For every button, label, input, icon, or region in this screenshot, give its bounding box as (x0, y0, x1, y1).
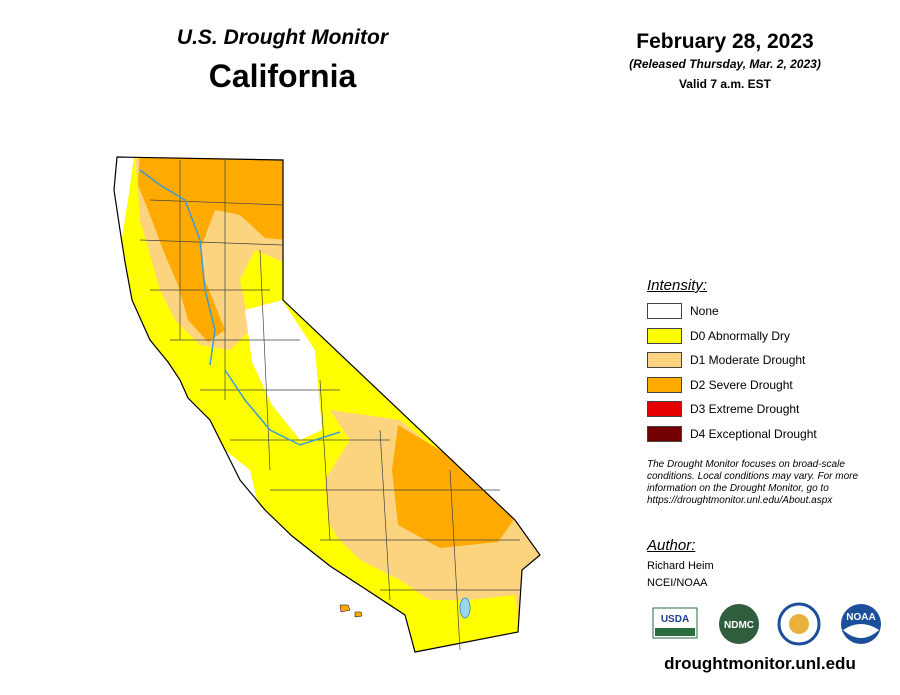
logo: USDA (661, 614, 689, 625)
logo: NDMC (724, 620, 754, 631)
legend-label: D1 Moderate Drought (690, 353, 806, 368)
legend-swatch (647, 352, 682, 369)
subtitle: U.S. Drought Monitor (176, 26, 389, 49)
author-org: NCEI/NOAA (647, 577, 708, 589)
legend-item: None (647, 302, 719, 320)
logos: USDA NDMC NOAA (652, 602, 881, 646)
released: (Released Thursday, Mar. 2, 2023) (629, 57, 821, 71)
rivers (139, 169, 341, 446)
drought-areas (114, 157, 540, 652)
date: February 28, 2023 (636, 30, 814, 53)
legend-item: D4 Exceptional Drought (647, 425, 817, 443)
legend-title: Intensity: (647, 277, 708, 294)
note: The Drought Monitor focuses on broad-sca… (647, 459, 859, 506)
logo-band (655, 628, 695, 636)
legend-label: D3 Extreme Drought (690, 402, 800, 417)
legend-label: D0 Abnormally Dry (690, 328, 791, 343)
county-lines (139, 160, 520, 651)
author-title: Author: (647, 537, 696, 554)
legend-item: D2 Severe Drought (647, 376, 793, 394)
logo-disc (719, 604, 759, 644)
author-name: Richard Heim (647, 560, 714, 572)
legend-swatch (647, 303, 682, 319)
logo-wave (843, 624, 879, 638)
legend-label: D4 Exceptional Drought (690, 427, 817, 441)
valid: Valid 7 a.m. EST (678, 77, 772, 91)
logo: NOAA (846, 612, 875, 623)
logo-seal-center (789, 614, 809, 634)
legend-swatch (647, 426, 682, 442)
url: droughtmonitor.unl.edu (664, 654, 856, 673)
title: California (208, 58, 357, 94)
legend-item: D3 Extreme Drought (647, 400, 799, 418)
islands (339, 604, 363, 618)
legend-label: None (690, 304, 719, 318)
legend-swatch (647, 401, 682, 418)
lake (459, 597, 471, 619)
legend-swatch (647, 376, 682, 393)
legend-item: D1 Moderate Drought (647, 351, 805, 369)
legend-label: D2 Severe Drought (690, 377, 793, 392)
legend-swatch (647, 327, 682, 344)
legend-item: D0 Abnormally Dry (647, 327, 790, 345)
map (113, 156, 541, 653)
